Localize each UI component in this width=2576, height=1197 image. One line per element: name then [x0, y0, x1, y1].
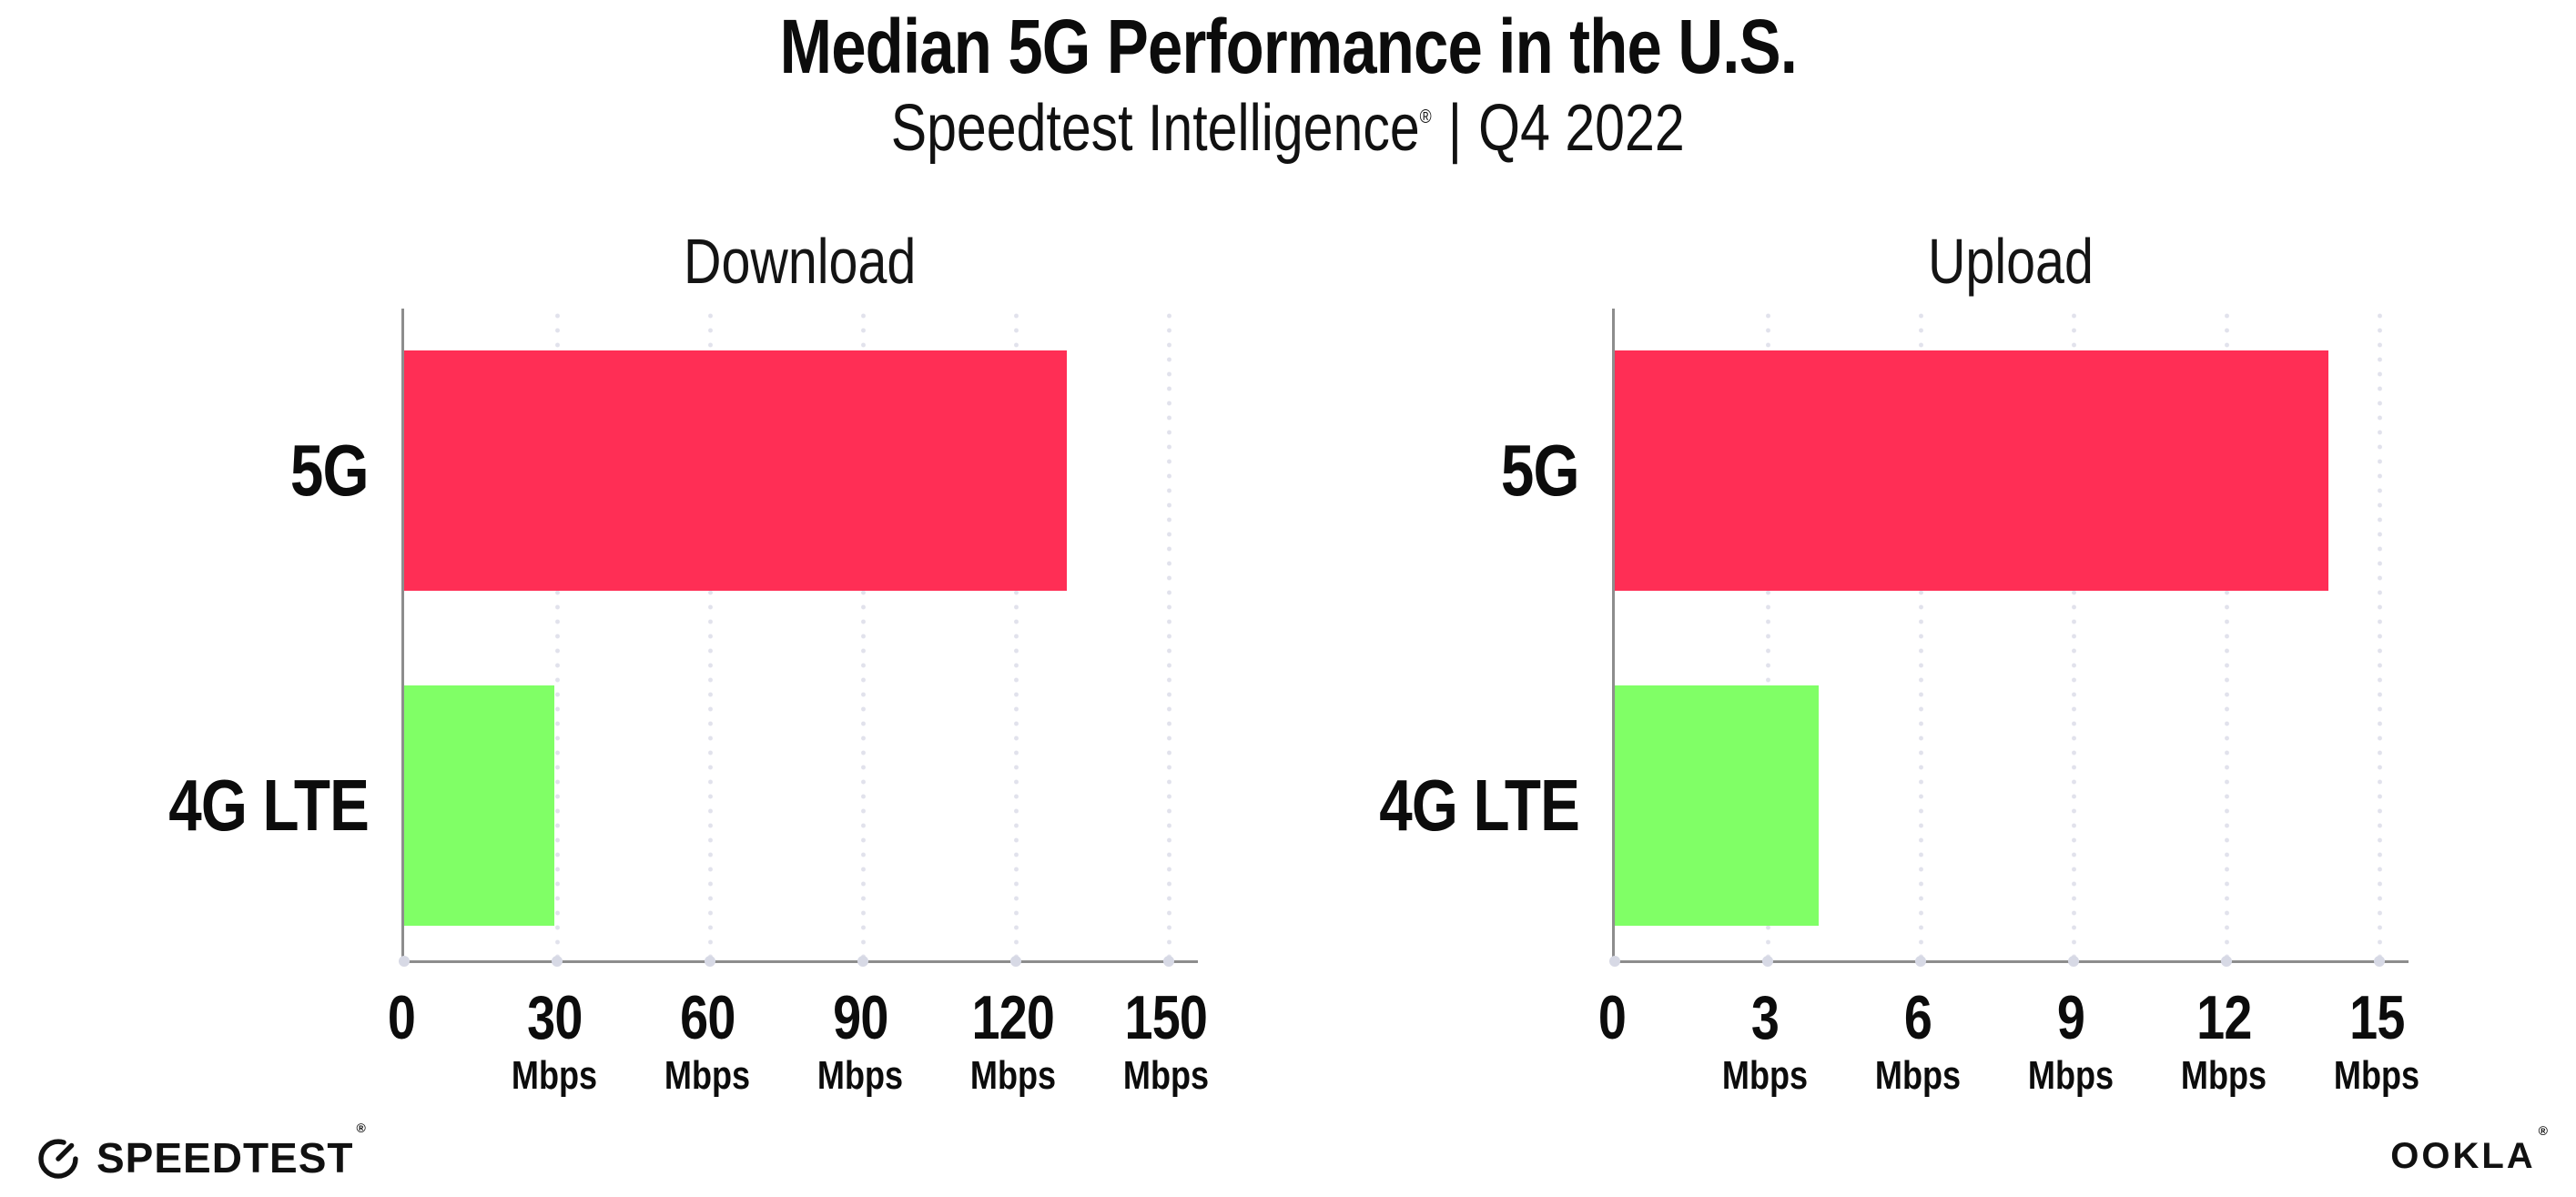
axis-tick-dot [2068, 956, 2079, 967]
ookla-logo: OOKLA® [2390, 1123, 2551, 1177]
x-axis: 0 3 Mbps 6 Mbps 9 Mbps 12 Mbps 15 Mbps [1598, 963, 2419, 1104]
chart-download: Download 5G 4G LTE 0 30 Mbps 60 Mbps 90 Mbps 120… [91, 214, 1209, 1104]
gridline [860, 309, 866, 960]
x-axis: 0 30 Mbps 60 Mbps 90 Mbps 120 Mbps 150 Mbps [388, 963, 1209, 1104]
axis-tick-dot [1762, 956, 1773, 967]
x-tick: 15 Mbps [2325, 987, 2429, 1097]
x-tick-unit: Mbps [2027, 1053, 2115, 1098]
x-tick: 120 Mbps [961, 987, 1066, 1097]
x-tick-value: 0 [387, 983, 416, 1052]
page-title-text: Median 5G Performance in the U.S. [779, 4, 1797, 89]
x-tick: 9 Mbps [2019, 987, 2124, 1097]
x-tick: 0 [1596, 987, 1629, 1049]
plot-area [399, 309, 1198, 967]
bar-4g-lte [1615, 685, 1819, 926]
y-tick-label: 4G LTE [168, 765, 370, 846]
gridline [2224, 309, 2229, 960]
x-tick-unit: Mbps [816, 1053, 904, 1098]
page-subtitle: Speedtest Intelligence® | Q4 2022 [0, 91, 2576, 167]
y-tick-label: 5G [1501, 430, 1580, 511]
axis-tick-dot [2374, 956, 2385, 967]
axis-tick-dot [1010, 956, 1021, 967]
gridline [1166, 309, 1171, 960]
speedtest-gauge-icon [38, 1139, 78, 1179]
gridline [554, 309, 560, 960]
ookla-logo-text: OOKLA [2390, 1136, 2536, 1176]
chart-title-upload: Upload [1927, 226, 2094, 297]
chart-upload: Upload 5G 4G LTE 0 3 Mbps 6 Mbps 9 Mbps 12 Mbps 15… [1302, 214, 2419, 1104]
x-tick-unit: Mbps [969, 1053, 1057, 1098]
chart-body: 5G 4G LTE [1302, 309, 2409, 967]
axis-tick-dot [552, 956, 563, 967]
speedtest-registered-mark-icon: ® [356, 1121, 367, 1135]
bar-4g-lte [404, 685, 555, 926]
x-tick: 90 Mbps [808, 987, 913, 1097]
subtitle-period: Q4 2022 [1478, 92, 1685, 166]
x-tick-value: 90 [832, 983, 888, 1052]
x-tick: 60 Mbps [655, 987, 760, 1097]
x-tick: 3 Mbps [1713, 987, 1818, 1097]
axis-tick-dot [399, 956, 410, 967]
x-tick-unit: Mbps [2333, 1053, 2420, 1098]
y-tick-label: 5G [290, 430, 370, 511]
bar-5g [404, 350, 1067, 591]
axis-tick-dot [1163, 956, 1174, 967]
subtitle-brand: Speedtest Intelligence [891, 92, 1420, 166]
x-tick-value: 120 [971, 983, 1055, 1052]
gridline [707, 309, 713, 960]
axis-tick-dot [857, 956, 868, 967]
x-tick: 150 Mbps [1114, 987, 1219, 1097]
x-tick: 0 [385, 987, 419, 1049]
x-tick-value: 3 [1750, 983, 1780, 1052]
gridline [1013, 309, 1019, 960]
x-tick-value: 15 [2348, 983, 2405, 1052]
x-tick: 6 Mbps [1866, 987, 1971, 1097]
x-tick-unit: Mbps [664, 1053, 751, 1098]
axis-tick-dot [2221, 956, 2232, 967]
gridline [1918, 309, 1923, 960]
header: Median 5G Performance in the U.S. Speedt… [0, 4, 2576, 167]
x-tick-unit: Mbps [511, 1053, 598, 1098]
x-tick: 12 Mbps [2172, 987, 2277, 1097]
x-tick-value: 0 [1597, 983, 1627, 1052]
speedtest-logo: SPEEDTEST® [35, 1121, 367, 1182]
x-tick: 30 Mbps [502, 987, 607, 1097]
axis-tick-dot [1915, 956, 1926, 967]
gridline [2071, 309, 2076, 960]
axis-tick-dot [1609, 956, 1620, 967]
bar-5g [1615, 350, 2328, 591]
y-tick-label: 4G LTE [1379, 765, 1580, 846]
x-tick-unit: Mbps [2180, 1053, 2267, 1098]
ookla-registered-mark-icon: ® [2538, 1123, 2551, 1138]
gridline [1765, 309, 1770, 960]
x-tick-unit: Mbps [1122, 1053, 1210, 1098]
speedtest-logo-text: SPEEDTEST® [96, 1121, 367, 1182]
x-tick-value: 12 [2196, 983, 2252, 1052]
y-axis-labels: 5G 4G LTE [1302, 309, 1612, 963]
chart-title-download: Download [683, 226, 917, 297]
x-tick-value: 9 [2056, 983, 2085, 1052]
subtitle-separator: | [1448, 92, 1463, 166]
x-tick-value: 150 [1124, 983, 1208, 1052]
axis-tick-dot [705, 956, 715, 967]
y-axis-labels: 5G 4G LTE [91, 309, 401, 963]
x-tick-unit: Mbps [1721, 1053, 1809, 1098]
registered-trademark-icon: ® [1419, 104, 1433, 127]
x-tick-value: 30 [526, 983, 583, 1052]
page-title: Median 5G Performance in the U.S. [0, 4, 2576, 89]
chart-body: 5G 4G LTE [91, 309, 1198, 967]
x-tick-value: 60 [679, 983, 735, 1052]
x-tick-value: 6 [1903, 983, 1932, 1052]
gridline [2377, 309, 2382, 960]
x-tick-unit: Mbps [1874, 1053, 1962, 1098]
plot-area [1609, 309, 2409, 967]
